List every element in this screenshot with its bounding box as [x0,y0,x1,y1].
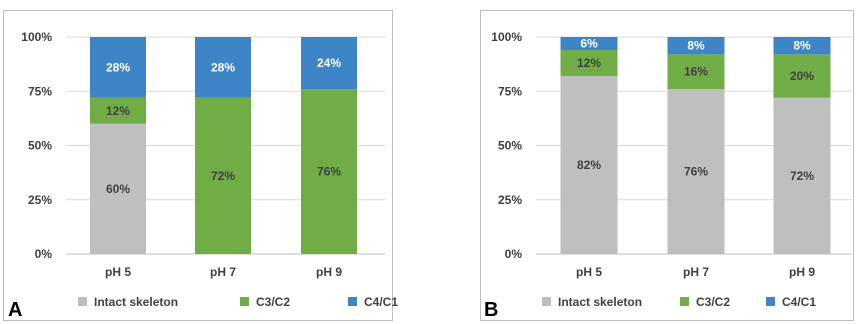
data-label-b-1-2: 8% [687,39,705,53]
panel-label-b: B [484,299,498,321]
data-label-b-2-2: 8% [793,39,811,53]
data-label-b-1-0: 76% [684,165,708,179]
x-tick-label-a-2: pH 9 [316,265,342,279]
x-tick-label-a-1: pH 7 [210,265,236,279]
bar-a-0-2 [90,37,146,98]
legend-label-a-0: Intact skeleton [94,295,178,309]
data-label-a-0-0: 60% [106,182,130,196]
legend-swatch-b-2 [766,297,775,306]
x-tick-label-b-1: pH 7 [683,265,709,279]
bar-a-1-1 [195,97,251,254]
bar-b-1-1 [667,54,725,90]
bar-b-0-0 [560,76,618,254]
legend-swatch-b-0 [542,297,551,306]
legend-label-a-2: C4/C1 [364,295,398,309]
y-tick-label-b-4: 100% [491,30,522,44]
legend-swatch-a-0 [78,297,87,306]
legend-label-a-1: C3/C2 [256,295,290,309]
legend-swatch-a-2 [348,297,357,306]
y-tick-label-a-4: 100% [21,30,52,44]
y-tick-label-b-0: 0% [505,247,523,261]
y-tick-label-a-1: 25% [28,193,52,207]
bar-a-0-1 [90,97,146,124]
data-label-b-2-1: 20% [790,69,814,83]
legend-label-b-0: Intact skeleton [558,295,642,309]
legend-label-b-2: C4/C1 [782,295,816,309]
x-tick-label-b-2: pH 9 [789,265,815,279]
y-tick-label-b-3: 75% [498,84,522,98]
bar-b-0-1 [560,50,618,77]
y-tick-label-b-1: 25% [498,193,522,207]
y-tick-label-a-3: 75% [28,84,52,98]
legend-swatch-a-1 [240,297,249,306]
bar-a-2-1 [301,89,357,254]
bar-a-0-0 [90,123,146,254]
data-label-b-2-0: 72% [790,169,814,183]
bar-b-2-1 [773,54,831,98]
bar-a-2-2 [301,37,357,90]
legend-label-b-1: C3/C2 [696,295,730,309]
bar-b-2-2 [773,37,831,55]
y-tick-label-b-2: 50% [498,139,522,153]
x-tick-label-a-0: pH 5 [105,265,131,279]
bar-a-1-2 [195,37,251,98]
data-label-a-0-1: 12% [106,104,130,118]
data-label-b-0-0: 82% [577,158,601,172]
data-label-a-0-2: 28% [106,60,130,74]
data-label-b-0-2: 6% [580,37,598,51]
panel-label-a: A [8,299,22,321]
bar-b-2-0 [773,97,831,254]
y-tick-label-a-0: 0% [35,247,53,261]
data-label-b-0-1: 12% [577,56,601,70]
data-label-a-2-2: 24% [317,56,341,70]
bar-b-1-0 [667,89,725,254]
data-label-a-1-1: 72% [211,169,235,183]
data-label-a-2-1: 76% [317,165,341,179]
legend-swatch-b-1 [680,297,689,306]
x-tick-label-b-0: pH 5 [576,265,602,279]
bar-b-1-2 [667,37,725,55]
bar-b-0-2 [560,37,618,51]
data-label-b-1-1: 16% [684,65,708,79]
y-tick-label-a-2: 50% [28,139,52,153]
data-label-a-1-2: 28% [211,60,235,74]
